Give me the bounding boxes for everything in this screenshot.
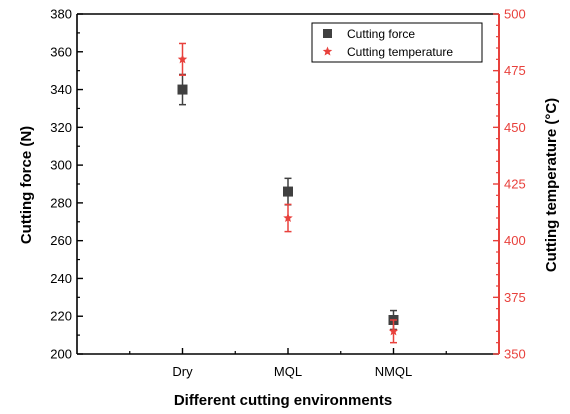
right-y-axis: 350 375 400 425 450 475 500 bbox=[493, 7, 526, 362]
right-tick-label: 400 bbox=[504, 233, 526, 248]
temperature-point bbox=[388, 326, 399, 336]
left-y-axis: 200 220 240 260 280 300 320 340 360 380 bbox=[50, 7, 83, 362]
right-tick-label: 375 bbox=[504, 290, 526, 305]
temperature-point bbox=[177, 54, 188, 64]
right-tick-label: 475 bbox=[504, 63, 526, 78]
left-tick-label: 240 bbox=[50, 271, 72, 286]
left-tick-label: 380 bbox=[50, 7, 72, 22]
left-tick-label: 320 bbox=[50, 120, 72, 135]
x-axis-title: Different cutting environments bbox=[174, 392, 392, 409]
legend-marker-cutting-temperature bbox=[322, 46, 333, 56]
left-tick-label: 220 bbox=[50, 309, 72, 324]
right-tick-label: 500 bbox=[504, 7, 526, 22]
left-y-axis-title: Cutting force (N) bbox=[18, 126, 35, 244]
x-tick-label: NMQL bbox=[375, 364, 413, 379]
legend-box bbox=[311, 22, 483, 63]
left-tick-label: 260 bbox=[50, 233, 72, 248]
legend-label-cutting-temperature: Cutting temperature bbox=[347, 45, 453, 59]
data-marks bbox=[177, 42, 399, 344]
temperature-point bbox=[283, 213, 293, 223]
right-y-axis-title: Cutting temperature (°C) bbox=[543, 98, 560, 272]
legend-marker-cutting-force bbox=[323, 29, 332, 38]
left-tick-label: 280 bbox=[50, 195, 72, 210]
right-tick-label: 425 bbox=[504, 177, 526, 192]
x-tick-label: Dry bbox=[172, 364, 193, 379]
left-tick-label: 360 bbox=[50, 44, 72, 59]
left-tick-label: 340 bbox=[50, 82, 72, 97]
left-tick-label: 300 bbox=[50, 158, 72, 173]
x-tick-label: MQL bbox=[274, 364, 302, 379]
x-axis: Dry MQL NMQL bbox=[129, 348, 447, 379]
legend-label-cutting-force: Cutting force bbox=[347, 27, 415, 41]
force-point bbox=[283, 186, 293, 197]
legend: Cutting force Cutting temperature bbox=[311, 22, 483, 63]
left-tick-label: 200 bbox=[50, 347, 72, 362]
force-point bbox=[177, 84, 188, 95]
right-tick-label: 450 bbox=[504, 120, 526, 135]
right-tick-label: 350 bbox=[504, 347, 526, 362]
